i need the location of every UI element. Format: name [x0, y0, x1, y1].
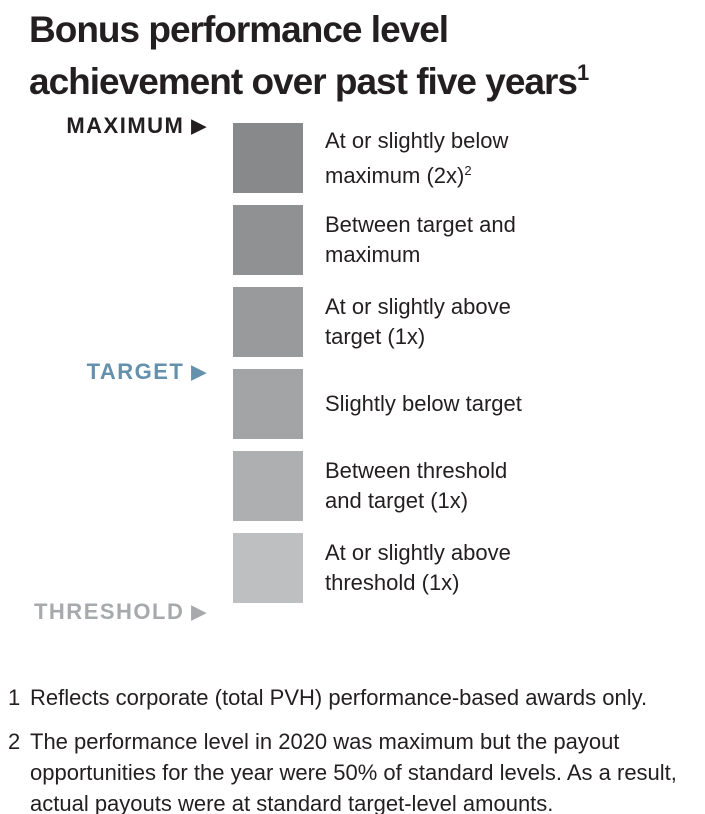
- level-swatch-above-target: [233, 287, 303, 357]
- axis-label-target-text: TARGET: [86, 359, 185, 384]
- level-label: At or slightly below maximum (2x)2: [325, 127, 509, 188]
- footnote-number: 2: [8, 729, 21, 754]
- level-swatch-below-target: [233, 369, 303, 439]
- right-arrow-icon: ▶: [191, 115, 206, 137]
- axis-label-target: TARGET ▶: [0, 356, 206, 388]
- footnotes: 1 Reflects corporate (total PVH) perform…: [8, 682, 698, 814]
- page-title: Bonus performance level achievement over…: [29, 8, 589, 103]
- footnote-text: Reflects corporate (total PVH) performan…: [30, 685, 648, 710]
- axis-label-threshold: THRESHOLD ▶: [0, 596, 206, 628]
- footnote-1: 1 Reflects corporate (total PVH) perform…: [8, 682, 698, 713]
- level-label: Between target and maximum: [325, 212, 516, 267]
- level-swatch-between-target-and-maximum: [233, 205, 303, 275]
- right-arrow-icon: ▶: [191, 361, 206, 383]
- title-footnote-ref: 1: [577, 60, 590, 85]
- level-label: At or slightly above target (1x): [325, 294, 511, 349]
- footnote-number: 1: [8, 685, 21, 710]
- footnote-2: 2 The performance level in 2020 was maxi…: [8, 726, 698, 814]
- axis-label-threshold-text: THRESHOLD: [33, 599, 185, 624]
- level-swatch-above-threshold: [233, 533, 303, 603]
- footnote-text: The performance level in 2020 was maximu…: [30, 729, 677, 814]
- axis-label-maximum: MAXIMUM ▶: [0, 110, 206, 142]
- axis-label-maximum-text: MAXIMUM: [66, 113, 185, 138]
- level-label: Between threshold and target (1x): [325, 458, 508, 513]
- right-arrow-icon: ▶: [191, 601, 206, 623]
- title-line-2: achievement over past five years1: [29, 60, 590, 102]
- level-label: Slightly below target: [325, 391, 522, 416]
- level-swatch-between-threshold-and-target: [233, 451, 303, 521]
- level-label: At or slightly above threshold (1x): [325, 540, 511, 595]
- footnote-ref-2: 2: [464, 162, 472, 178]
- level-swatch-maximum: [233, 123, 303, 193]
- title-line-1: Bonus performance level: [29, 9, 449, 50]
